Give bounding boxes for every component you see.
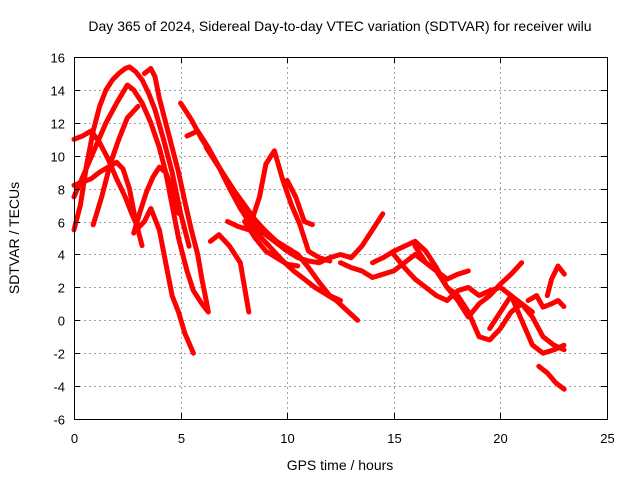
axis-frame — [74, 57, 608, 420]
x-tick-label: 20 — [493, 431, 507, 446]
y-tick-label: -4 — [53, 380, 65, 395]
y-tick-label: -2 — [53, 347, 65, 362]
series-trace-sat-e — [90, 103, 141, 228]
series-trace-sat-s — [487, 293, 567, 356]
y-tick-label: 12 — [51, 117, 65, 132]
x-tick-label: 15 — [387, 431, 401, 446]
y-tick-label: 4 — [58, 248, 65, 263]
x-tick-label: 0 — [71, 431, 78, 446]
series-trace-sat-r — [412, 243, 567, 353]
x-tick-label: 5 — [178, 431, 185, 446]
series-trace-sat-v — [536, 363, 567, 392]
chart-title: Day 365 of 2024, Sidereal Day-to-day VTE… — [88, 18, 591, 34]
tick-layer: 0 5 10 15 20 25 -6 -4 -2 0 2 4 6 8 10 12 14 16 — [51, 51, 615, 447]
series-trace-sat-b — [71, 82, 211, 315]
series-trace-sat-t — [525, 293, 567, 310]
y-tick-label: 0 — [58, 314, 65, 329]
series-trace-sat-c — [71, 64, 192, 249]
series-trace-sat-f — [131, 164, 181, 236]
y-tick-label: 8 — [58, 183, 65, 198]
y-tick-label: -6 — [53, 413, 65, 428]
y-tick-label: 14 — [51, 84, 65, 99]
series-trace-sat-o — [338, 252, 471, 282]
series-trace-sat-u — [544, 263, 567, 299]
series-trace-sat-n — [284, 177, 316, 228]
x-tick-label: 10 — [280, 431, 294, 446]
series-trace-sat-k — [207, 232, 252, 315]
y-tick-label: 10 — [51, 150, 65, 165]
y-tick-label: 16 — [51, 51, 65, 66]
series-trace-sat-g — [141, 66, 211, 315]
plot-area — [71, 64, 567, 392]
y-axis-label: SDTVAR / TECUs — [6, 182, 22, 294]
series-trace-sat-j — [203, 145, 386, 266]
series-trace-sat-m — [242, 219, 301, 269]
y-tick-label: 6 — [58, 216, 65, 231]
x-axis-label: GPS time / hours — [287, 457, 394, 473]
x-tick-label: 25 — [600, 431, 614, 446]
y-tick-label: 2 — [58, 281, 65, 296]
